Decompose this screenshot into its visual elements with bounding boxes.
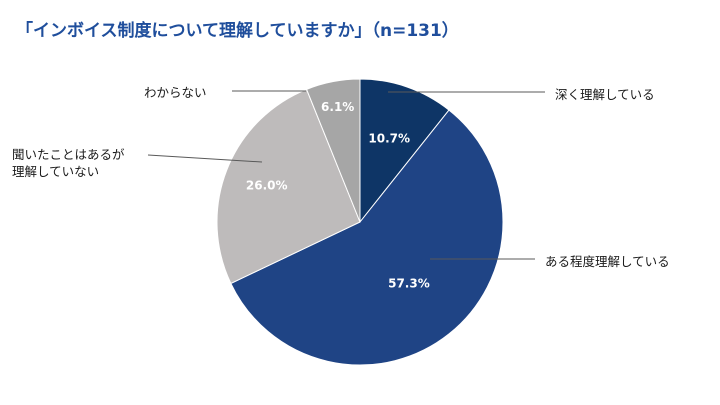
pie-slice [216, 88, 361, 285]
slice-value-label: 6.1% [321, 100, 354, 114]
pie-slice [359, 78, 450, 224]
leader-line [147, 154, 263, 163]
slice-category-label: 聞いたことはあるが [12, 147, 125, 162]
slice-category-label: 理解していない [12, 164, 99, 179]
chart-title: 「インボイス制度について理解していますか」（n=131） [16, 21, 459, 41]
slice-category-label: わからない [144, 85, 207, 100]
slice-value-label: 10.7% [368, 131, 410, 145]
pie-slice [305, 78, 361, 223]
slice-category-label: ある程度理解している [545, 254, 670, 269]
slice-category-label: 深く理解している [555, 87, 655, 102]
slice-value-label: 26.0% [246, 179, 288, 193]
pie-slice [230, 109, 504, 366]
slice-value-label: 57.3% [388, 277, 430, 291]
